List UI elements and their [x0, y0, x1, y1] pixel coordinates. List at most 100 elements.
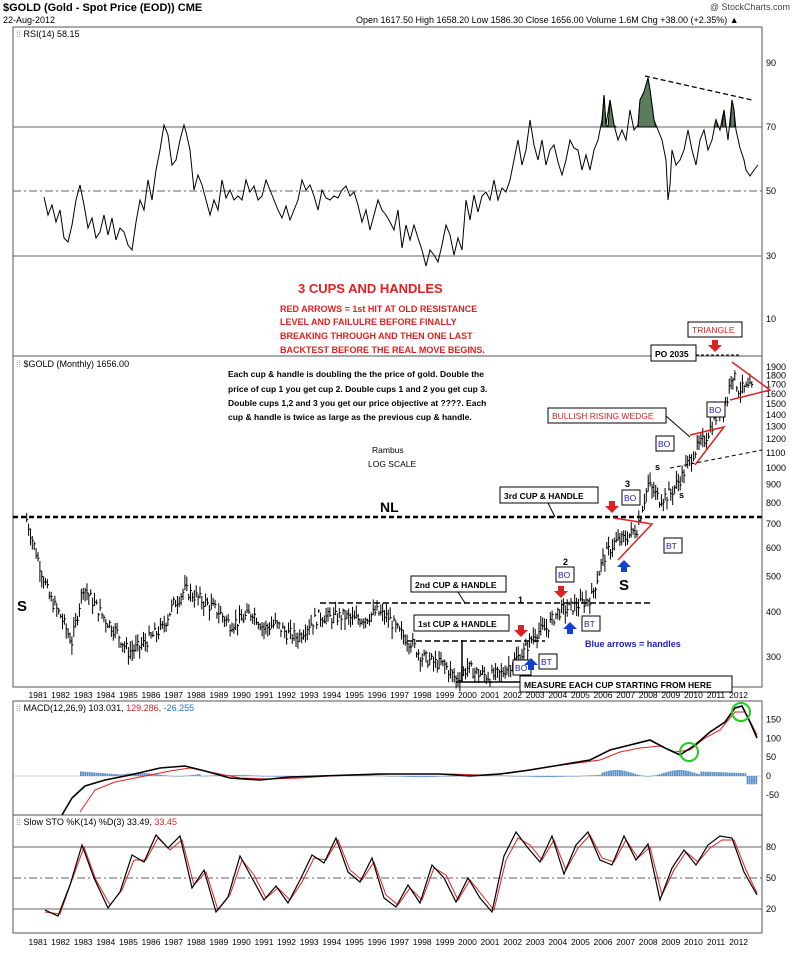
macd-hist-bar [742, 773, 744, 776]
macd-hist-bar [137, 773, 139, 776]
year-label: 1994 [322, 690, 341, 700]
year-label: 1984 [96, 690, 115, 700]
macd-hist-bar [179, 776, 181, 777]
macd-hist-bar [665, 772, 667, 776]
macd-hist-bar [403, 776, 406, 777]
sto-indicator-icon: ⁞⁞ [16, 817, 24, 827]
chart-date: 22-Aug-2012 [3, 15, 55, 25]
macd-hist-bar [256, 775, 258, 777]
ohlc-readout: Open 1617.50 High 1658.20 Low 1586.30 Cl… [356, 15, 739, 25]
macd-hist-bar [533, 776, 535, 777]
year-label: 1981 [29, 690, 48, 700]
year-label: 1988 [187, 937, 206, 947]
macd-hist-bar [495, 775, 498, 776]
macd-hist-bar [271, 776, 274, 777]
macd-hist-bar [586, 775, 588, 777]
macd-hist-bar [597, 775, 599, 776]
macd-hist-bar [696, 773, 698, 776]
macd-hist-bar [363, 774, 366, 776]
year-axis-bottom: 1981 1982 1983 1984 1985 1986 1987 1988 1989 1990… [29, 937, 749, 947]
macd-hist-bar [190, 775, 192, 776]
price-indicator-icon: ⁞⁞ [16, 359, 24, 369]
macd-line [61, 705, 758, 816]
rsi-tick-90: 90 [766, 58, 776, 68]
price-tick-label: 1400 [766, 410, 786, 420]
macd-hist-bar [517, 776, 520, 777]
macd-hist-bar [755, 776, 758, 785]
macd-hist-bar [115, 774, 117, 776]
macd-signal-line [79, 711, 758, 813]
year-label: 1995 [345, 690, 364, 700]
svg-text:BO: BO [624, 493, 637, 503]
macd-hist-bar [236, 774, 238, 776]
year-label: 2012 [729, 937, 748, 947]
macd-hist-bar [649, 775, 652, 777]
macd-hist-bar [605, 771, 608, 776]
macd-hist-bar [509, 775, 511, 777]
year-label: 2009 [661, 937, 680, 947]
cup-number-2: 2 [563, 557, 568, 567]
macd-hist-bar [564, 776, 566, 777]
macd-hist-bar [502, 775, 505, 776]
macd-hist-bar [146, 773, 148, 776]
price-tick-label: 900 [766, 479, 781, 489]
macd-hist-bar [108, 773, 111, 776]
sto-tick-label: 50 [766, 873, 776, 883]
macd-hist-bar [119, 774, 122, 776]
macd-hist-bar [555, 776, 557, 777]
macd-hist-bar [392, 776, 395, 777]
macd-hist-bar [379, 775, 381, 777]
macd-hist-bar [570, 776, 573, 777]
macd-hist-bar [515, 776, 518, 777]
macd-hist-bar [440, 776, 443, 777]
macd-hist-bar [678, 770, 681, 776]
macd-hist-bar [603, 771, 606, 776]
macd-hist-bar [498, 775, 500, 776]
rsi-overbought-fill-4 [713, 99, 736, 128]
macd-hist-bar [707, 771, 709, 776]
macd-hist-bar [451, 776, 454, 777]
macd-hist-bar [260, 775, 263, 777]
macd-tick-label: -50 [766, 790, 779, 800]
macd-hist-bar [667, 771, 670, 776]
macd-hist-bar [654, 775, 656, 776]
blue-arrow-2 [563, 622, 577, 634]
macd-hist-bar [139, 773, 142, 776]
macd-hist-bar [546, 776, 549, 778]
macd-hist-bar [436, 776, 439, 777]
year-label: 2004 [548, 937, 567, 947]
macd-hist-bar [377, 775, 379, 776]
rsi-overbought-fill-1 [601, 94, 610, 128]
macd-tick-label: 100 [766, 733, 781, 743]
rsi-label: ⁞⁞ RSI(14) 58.15 [16, 29, 80, 39]
macd-hist-bar [616, 770, 619, 776]
macd-hist-bar [641, 775, 643, 777]
macd-hist-bar [724, 772, 727, 776]
macd-hist-bar [610, 770, 612, 776]
macd-hist-bar [187, 775, 190, 776]
macd-hist-bar [711, 771, 714, 776]
black-note-line-1: Each cup & handle is doubling the the pr… [228, 369, 484, 379]
year-label: 2010 [684, 937, 703, 947]
year-label: 1985 [119, 690, 138, 700]
macd-hist-bar [753, 776, 755, 785]
macd-hist-bar [636, 774, 639, 776]
year-label: 1999 [435, 937, 454, 947]
macd-hist-bar [581, 775, 584, 777]
year-label: 2003 [526, 937, 545, 947]
macd-hist-bar [141, 773, 144, 776]
sto-k-line [44, 830, 758, 917]
macd-hist-bar [410, 776, 412, 777]
year-label: 1986 [142, 690, 161, 700]
year-label: 2007 [616, 937, 635, 947]
macd-hist-bar [91, 772, 93, 776]
macd-hist-bar [396, 776, 399, 777]
macd-hist-bar [652, 775, 654, 777]
macd-hist-bar [625, 771, 628, 776]
red-note-line-1: RED ARROWS = 1st HIT AT OLD RESISTANCE [280, 304, 477, 314]
sto-tick-label: 20 [766, 904, 776, 914]
macd-axis: 150 100 50 0 -50 [766, 715, 781, 800]
macd-hist-bar [262, 776, 265, 777]
chart-title: $GOLD (Gold - Spot Price (EOD)) CME [3, 2, 202, 14]
year-label: 2005 [571, 937, 590, 947]
